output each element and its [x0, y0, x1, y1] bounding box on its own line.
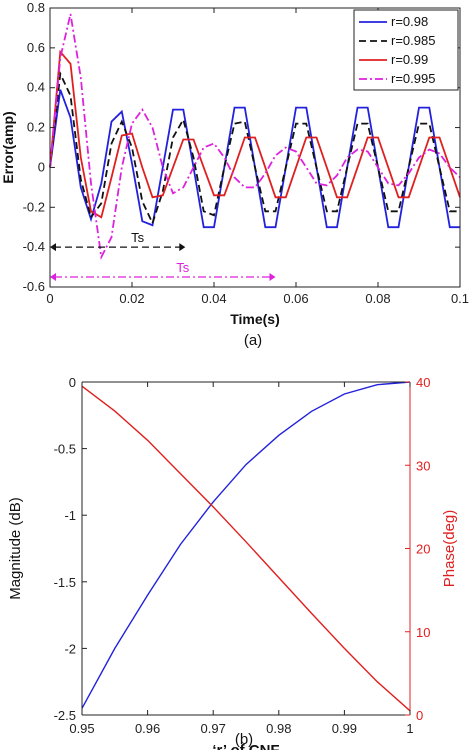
- legend-entry: r=0.995: [391, 71, 435, 86]
- x-tick-label: 0.08: [365, 291, 390, 306]
- y-left-tick-label: -1.5: [54, 575, 76, 590]
- ts-arrowhead-left: [50, 273, 56, 282]
- x-tick-label: 0.1: [451, 291, 469, 306]
- magnitude-line: [81, 381, 411, 709]
- series-line-r=0.99: [49, 49, 461, 219]
- y-tick-label: 0.6: [27, 40, 45, 55]
- x-tick-label: 0: [46, 291, 53, 306]
- y-tick-label: -0.2: [23, 199, 45, 214]
- y-right-axis-label: Phase(deg): [441, 510, 458, 588]
- ts-arrowhead-right: [179, 243, 186, 252]
- x-tick-label: 0.98: [266, 721, 291, 736]
- legend-entry: r=0.98: [391, 14, 428, 29]
- plot-frame: [49, 7, 461, 288]
- y-tick-label: -0.4: [23, 239, 45, 254]
- series-line-r=0.995: [49, 13, 461, 261]
- y-left-tick-label: 0: [69, 375, 76, 390]
- y-right-tick-label: 30: [416, 458, 430, 473]
- y-left-tick-label: -2.5: [54, 708, 76, 723]
- y-left-axis-label: Magnitude (dB): [7, 497, 24, 600]
- y-tick-label: 0.2: [27, 120, 45, 135]
- ts-annotation-label: Ts: [131, 230, 145, 245]
- y-left-tick-label: -2: [64, 641, 76, 656]
- y-tick-label: 0: [38, 159, 45, 174]
- y-right-tick-label: 40: [416, 375, 430, 390]
- x-tick-label: 0.02: [119, 291, 144, 306]
- x-axis-label: ‘r’ of CNF: [212, 742, 279, 750]
- phase-line: [81, 385, 411, 712]
- ts-annotation-label: Ts: [176, 260, 190, 275]
- legend-entry: r=0.99: [391, 52, 428, 67]
- series-line-r=0.985: [49, 70, 460, 226]
- caption-a: (a): [244, 332, 262, 349]
- cnf-response-chart: 0.95 0.96 0.97 0.98 0.99 1 -2.5 -2 -1.5 -1 -0.5 0 0 1…: [7, 375, 458, 750]
- x-tick-label: 0.04: [201, 291, 226, 306]
- series-line-r=0.98: [49, 89, 460, 229]
- y-tick-label: 0.8: [27, 0, 45, 15]
- y-left-tick-label: -0.5: [54, 442, 76, 457]
- caption-b: (b): [235, 731, 253, 748]
- y-axis-label: Error(amp): [0, 111, 16, 183]
- x-tick-label: 1: [406, 721, 413, 736]
- legend-entry: r=0.985: [391, 33, 435, 48]
- x-tick-label: 0.97: [201, 721, 226, 736]
- y-left-tick-label: -1: [64, 508, 76, 523]
- x-tick-label: 0.06: [283, 291, 308, 306]
- y-right-tick-label: 10: [416, 625, 430, 640]
- legend-box: [353, 9, 459, 91]
- x-tick-label: 0.99: [332, 721, 357, 736]
- x-tick-label: 0.96: [135, 721, 160, 736]
- y-tick-label: -0.6: [23, 279, 45, 294]
- y-tick-label: 0.4: [27, 80, 45, 95]
- error-chart: Ts Ts 0 0.02 0.04 0.06 0.08 0.1 -0.6 -0.4 -0.2 0 0.2…: [0, 0, 469, 349]
- x-tick-label: 0.95: [69, 721, 94, 736]
- y-right-tick-label: 0: [416, 708, 423, 723]
- ts-arrowhead-right: [269, 273, 276, 282]
- x-axis-label: Time(s): [230, 311, 280, 327]
- y-right-tick-label: 20: [416, 542, 430, 557]
